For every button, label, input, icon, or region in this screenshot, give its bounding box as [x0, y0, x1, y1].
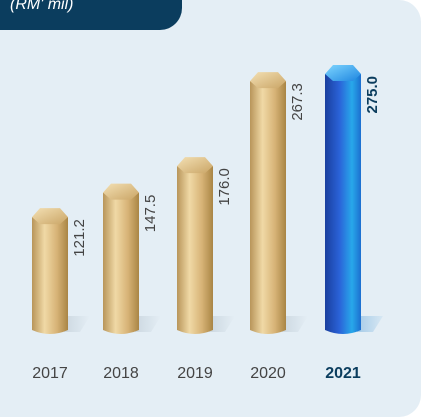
bar-2018: [103, 192, 139, 334]
bar-shadow-2018: [135, 316, 161, 332]
category-label-2019: 2019: [177, 365, 213, 382]
bar-cap-2021: [325, 64, 361, 81]
bar-shadow-2017: [64, 316, 90, 332]
category-label-2017: 2017: [32, 365, 68, 382]
bar-shadow-2021: [357, 316, 383, 332]
value-label-2019: 176.0: [216, 168, 233, 206]
bar-2019: [177, 166, 213, 334]
bar-2020: [250, 81, 286, 334]
bar-cap-2017: [32, 208, 68, 225]
bar-2017: [32, 217, 68, 334]
bar-cap-2018: [103, 183, 139, 200]
value-label-2021: 275.0: [364, 76, 381, 114]
category-label-2020: 2020: [250, 365, 286, 382]
category-label-2021: 2021: [325, 365, 361, 382]
bar-shadow-2019: [209, 316, 235, 332]
bar-shadow-2020: [282, 316, 308, 332]
unit-label-tab: (RM' mil): [0, 0, 182, 30]
value-label-2020: 267.3: [289, 83, 306, 121]
bar-cap-2019: [177, 157, 213, 174]
category-label-2018: 2018: [103, 365, 139, 382]
value-label-2017: 121.2: [71, 219, 88, 257]
bar-2021: [325, 73, 361, 334]
value-label-2018: 147.5: [142, 195, 159, 233]
bar-cap-2020: [250, 72, 286, 89]
unit-label: (RM' mil): [10, 0, 74, 13]
